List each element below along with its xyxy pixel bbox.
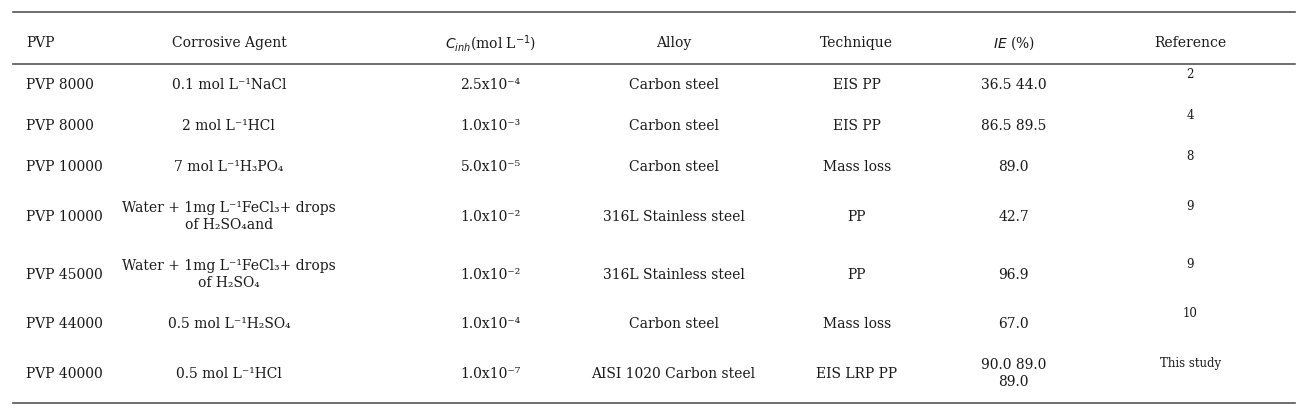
Text: EIS LRP PP: EIS LRP PP xyxy=(816,367,897,381)
Text: Carbon steel: Carbon steel xyxy=(629,119,718,133)
Text: Corrosive Agent: Corrosive Agent xyxy=(171,36,286,50)
Text: PVP 8000: PVP 8000 xyxy=(26,119,94,133)
Text: Technique: Technique xyxy=(820,36,893,50)
Text: EIS PP: EIS PP xyxy=(833,119,880,133)
Text: Mass loss: Mass loss xyxy=(823,317,891,331)
Text: 1.0x10⁻³: 1.0x10⁻³ xyxy=(460,119,521,133)
Text: 8: 8 xyxy=(1186,150,1194,164)
Text: Alloy: Alloy xyxy=(657,36,691,50)
Text: 2: 2 xyxy=(1186,68,1194,81)
Text: 1.0x10⁻⁷: 1.0x10⁻⁷ xyxy=(460,367,521,381)
Text: 86.5 89.5: 86.5 89.5 xyxy=(981,119,1046,133)
Text: 316L Stainless steel: 316L Stainless steel xyxy=(603,210,744,224)
Text: Carbon steel: Carbon steel xyxy=(629,78,718,92)
Text: 96.9: 96.9 xyxy=(998,268,1029,282)
Text: PVP 8000: PVP 8000 xyxy=(26,78,94,92)
Text: 2 mol L⁻¹HCl: 2 mol L⁻¹HCl xyxy=(182,119,276,133)
Text: PP: PP xyxy=(848,268,866,282)
Text: 1.0x10⁻²: 1.0x10⁻² xyxy=(460,210,521,224)
Text: PVP 45000: PVP 45000 xyxy=(26,268,103,282)
Text: 90.0 89.0
89.0: 90.0 89.0 89.0 xyxy=(981,358,1046,389)
Text: Water + 1mg L⁻¹FeCl₃+ drops
of H₂SO₄: Water + 1mg L⁻¹FeCl₃+ drops of H₂SO₄ xyxy=(122,259,336,290)
Text: 4: 4 xyxy=(1186,109,1194,122)
Text: PVP 44000: PVP 44000 xyxy=(26,317,103,331)
Text: 1.0x10⁻²: 1.0x10⁻² xyxy=(460,268,521,282)
Text: Carbon steel: Carbon steel xyxy=(629,160,718,174)
Text: PVP 10000: PVP 10000 xyxy=(26,160,103,174)
Text: PVP 40000: PVP 40000 xyxy=(26,367,103,381)
Text: 316L Stainless steel: 316L Stainless steel xyxy=(603,268,744,282)
Text: Reference: Reference xyxy=(1154,36,1227,50)
Text: $\mathit{IE}$ (%): $\mathit{IE}$ (%) xyxy=(993,35,1035,52)
Text: 5.0x10⁻⁵: 5.0x10⁻⁵ xyxy=(460,160,521,174)
Text: 0.5 mol L⁻¹H₂SO₄: 0.5 mol L⁻¹H₂SO₄ xyxy=(167,317,290,331)
Text: 1.0x10⁻⁴: 1.0x10⁻⁴ xyxy=(460,317,521,331)
Text: EIS PP: EIS PP xyxy=(833,78,880,92)
Text: 67.0: 67.0 xyxy=(998,317,1029,331)
Text: PVP: PVP xyxy=(26,36,55,50)
Text: 2.5x10⁻⁴: 2.5x10⁻⁴ xyxy=(460,78,521,92)
Text: Mass loss: Mass loss xyxy=(823,160,891,174)
Text: 36.5 44.0: 36.5 44.0 xyxy=(981,78,1046,92)
Text: 0.5 mol L⁻¹HCl: 0.5 mol L⁻¹HCl xyxy=(177,367,281,381)
Text: $C_{inh}$(mol L$^{-1}$): $C_{inh}$(mol L$^{-1}$) xyxy=(445,33,536,54)
Text: PVP 10000: PVP 10000 xyxy=(26,210,103,224)
Text: 9: 9 xyxy=(1186,258,1194,271)
Text: This study: This study xyxy=(1160,357,1220,370)
Text: 7 mol L⁻¹H₃PO₄: 7 mol L⁻¹H₃PO₄ xyxy=(174,160,284,174)
Text: Carbon steel: Carbon steel xyxy=(629,317,718,331)
Text: AISI 1020 Carbon steel: AISI 1020 Carbon steel xyxy=(591,367,756,381)
Text: PP: PP xyxy=(848,210,866,224)
Text: 0.1 mol L⁻¹NaCl: 0.1 mol L⁻¹NaCl xyxy=(171,78,286,92)
Text: 42.7: 42.7 xyxy=(998,210,1029,224)
Text: 89.0: 89.0 xyxy=(998,160,1029,174)
Text: Water + 1mg L⁻¹FeCl₃+ drops
of H₂SO₄and: Water + 1mg L⁻¹FeCl₃+ drops of H₂SO₄and xyxy=(122,201,336,233)
Text: 9: 9 xyxy=(1186,200,1194,213)
Text: 10: 10 xyxy=(1182,307,1198,320)
